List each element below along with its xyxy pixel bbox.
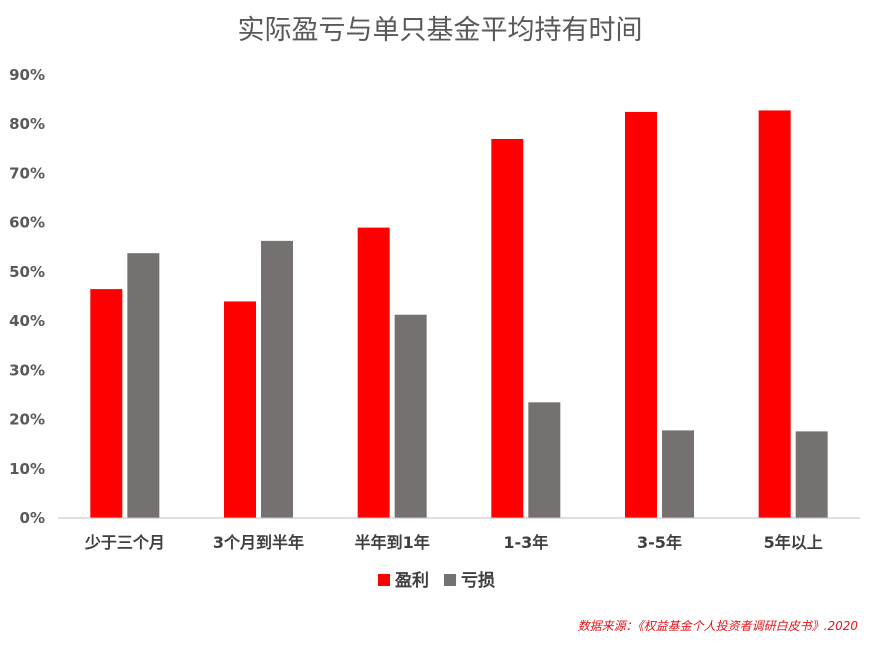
legend-label-profit: 盈利 (394, 570, 429, 591)
bar-loss (528, 402, 561, 518)
y-tick-label: 60% (9, 214, 45, 232)
x-tick-label: 5年以上 (764, 533, 823, 552)
bar-loss (662, 430, 694, 518)
source-note: 数据来源：《权益基金个人投资者调研白皮书》.2020 (578, 619, 859, 633)
y-tick-label: 50% (9, 263, 45, 281)
y-axis: 0% 10% 20% 30% 40% 50% 60% 70% 80% 90% (9, 66, 45, 527)
bar-loss (394, 314, 427, 518)
x-tick-label: 半年到1年 (355, 533, 430, 552)
bar-loss (795, 431, 828, 518)
y-tick-label: 20% (9, 411, 45, 429)
y-tick-label: 80% (9, 115, 45, 133)
y-tick-label: 30% (9, 361, 45, 379)
legend-swatch-profit (378, 574, 390, 586)
legend: 盈利 亏损 (378, 570, 495, 591)
x-tick-label: 3个月到半年 (213, 533, 304, 552)
bar-profit (357, 227, 390, 519)
x-axis: 少于三个月 3个月到半年 半年到1年 1-3年 3-5年 5年以上 (84, 533, 823, 552)
legend-swatch-loss (444, 574, 456, 586)
bar-profit (224, 301, 256, 518)
bars (90, 110, 828, 519)
y-tick-label: 10% (9, 460, 45, 478)
legend-label-loss: 亏损 (461, 570, 495, 591)
bar-profit (758, 110, 791, 518)
y-tick-label: 0% (20, 509, 45, 527)
y-tick-label: 90% (9, 66, 45, 84)
chart-title: 实际盈亏与单只基金平均持有时间 (238, 15, 643, 46)
bar-loss (127, 253, 160, 518)
x-tick-label: 少于三个月 (84, 533, 165, 552)
bar-profit (491, 138, 524, 518)
bar-profit (90, 289, 123, 518)
bar-profit (625, 111, 657, 519)
y-tick-label: 70% (9, 164, 45, 182)
bar-loss (261, 240, 293, 518)
y-tick-label: 40% (9, 312, 45, 330)
x-tick-label: 1-3年 (503, 533, 548, 552)
x-tick-label: 3-5年 (637, 533, 682, 552)
